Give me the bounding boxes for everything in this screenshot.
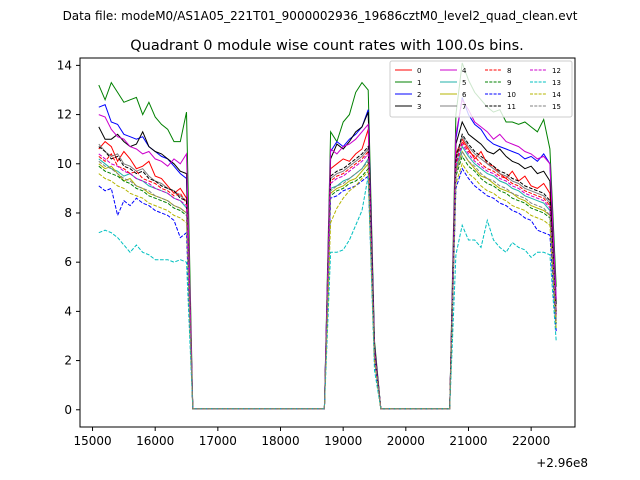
- series-line-12: [98, 142, 557, 410]
- y-tick-label: 12: [57, 108, 72, 122]
- x-tick-label: 16000: [136, 434, 174, 448]
- plot-frame: [79, 57, 576, 428]
- series-line-14: [98, 162, 557, 410]
- x-tick-label: 15000: [73, 434, 111, 448]
- legend-label-15: 15: [552, 103, 561, 111]
- x-tick-label: 17000: [199, 434, 237, 448]
- legend-label-14: 14: [552, 91, 561, 99]
- x-tick-label: 18000: [261, 434, 299, 448]
- y-tick-label: 4: [64, 304, 72, 318]
- legend-label-8: 8: [507, 67, 511, 75]
- series-line-13: [98, 176, 557, 410]
- series-layer: [98, 62, 557, 410]
- legend-label-4: 4: [462, 67, 467, 75]
- legend-label-6: 6: [462, 91, 467, 99]
- legend-label-2: 2: [417, 91, 421, 99]
- legend-label-9: 9: [507, 79, 511, 87]
- legend-label-10: 10: [507, 91, 516, 99]
- y-tick-label: 2: [64, 354, 72, 368]
- legend-label-1: 1: [417, 79, 421, 87]
- chart-title: Quadrant 0 module wise count rates with …: [130, 38, 524, 54]
- x-tick-label: 21000: [449, 434, 487, 448]
- y-axis-ticks: 0 2 4 6 8 10 12 14: [57, 58, 80, 417]
- series-line-15: [98, 150, 557, 410]
- figure-suptitle: Data file: modeM0/AS1A05_221T01_90000029…: [63, 9, 578, 23]
- legend-label-0: 0: [417, 67, 421, 75]
- x-tick-label: 20000: [387, 434, 425, 448]
- x-offset-label: +2.96e8: [536, 456, 588, 470]
- y-tick-label: 10: [57, 157, 72, 171]
- legend-label-11: 11: [507, 103, 516, 111]
- x-axis-ticks: 15000 16000 17000 18000 19000 20000 21000 22000: [73, 427, 550, 448]
- y-tick-label: 8: [64, 206, 72, 220]
- legend-label-7: 7: [462, 103, 466, 111]
- legend-label-5: 5: [462, 79, 466, 87]
- y-tick-label: 6: [64, 255, 72, 269]
- y-tick-label: 14: [57, 58, 72, 72]
- legend-label-13: 13: [552, 79, 561, 87]
- x-tick-label: 19000: [324, 434, 362, 448]
- x-tick-label: 22000: [512, 434, 550, 448]
- legend-label-12: 12: [552, 67, 561, 75]
- legend-box: [389, 60, 573, 118]
- legend-label-3: 3: [417, 103, 421, 111]
- y-tick-label: 0: [64, 403, 72, 417]
